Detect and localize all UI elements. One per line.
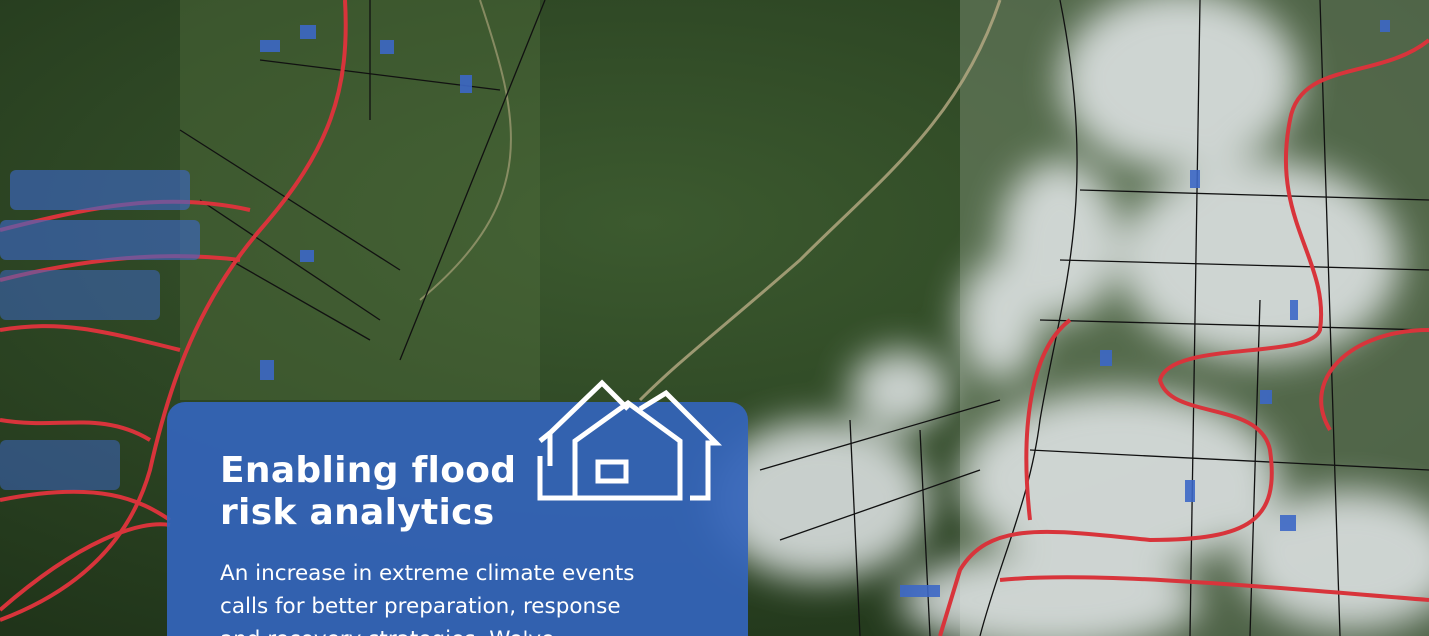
info-card: Enabling flood risk analytics An increas…	[167, 402, 748, 636]
title-line: Enabling flood	[220, 450, 517, 491]
houses-icon	[537, 379, 723, 501]
title-line: risk analytics	[220, 492, 495, 533]
card-body: An increase in extreme climate events ca…	[220, 557, 634, 636]
body-line: and recovery strategies. We've	[220, 623, 634, 636]
body-line: An increase in extreme climate events	[220, 561, 635, 586]
body-line: calls for better preparation, response	[220, 594, 621, 619]
card-title: Enabling flood risk analytics	[220, 450, 516, 534]
